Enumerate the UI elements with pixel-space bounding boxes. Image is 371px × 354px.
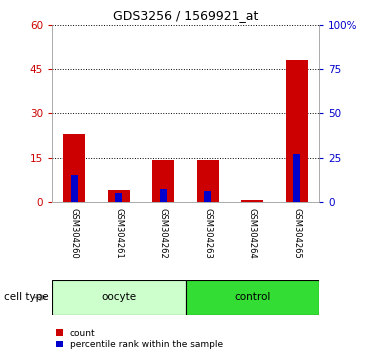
- Text: cell type: cell type: [4, 292, 48, 302]
- Bar: [204, 191, 211, 202]
- Text: oocyte: oocyte: [101, 292, 136, 302]
- Text: GSM304260: GSM304260: [70, 208, 79, 259]
- Bar: [241, 200, 263, 202]
- Bar: [160, 189, 167, 202]
- Bar: [115, 193, 122, 202]
- Text: GSM304264: GSM304264: [248, 208, 257, 259]
- Bar: [152, 160, 174, 202]
- Text: control: control: [234, 292, 270, 302]
- Text: GSM304261: GSM304261: [114, 208, 123, 259]
- Bar: [108, 190, 130, 202]
- Bar: [286, 60, 308, 202]
- Legend: count, percentile rank within the sample: count, percentile rank within the sample: [56, 329, 223, 349]
- Text: GSM304265: GSM304265: [292, 208, 301, 259]
- Text: GSM304262: GSM304262: [159, 208, 168, 259]
- Bar: [293, 154, 301, 202]
- Text: GSM304263: GSM304263: [203, 208, 212, 259]
- Bar: [63, 134, 85, 202]
- Bar: [186, 280, 319, 315]
- Bar: [70, 175, 78, 202]
- Bar: [197, 160, 219, 202]
- Bar: [52, 280, 186, 315]
- Text: GDS3256 / 1569921_at: GDS3256 / 1569921_at: [113, 9, 258, 22]
